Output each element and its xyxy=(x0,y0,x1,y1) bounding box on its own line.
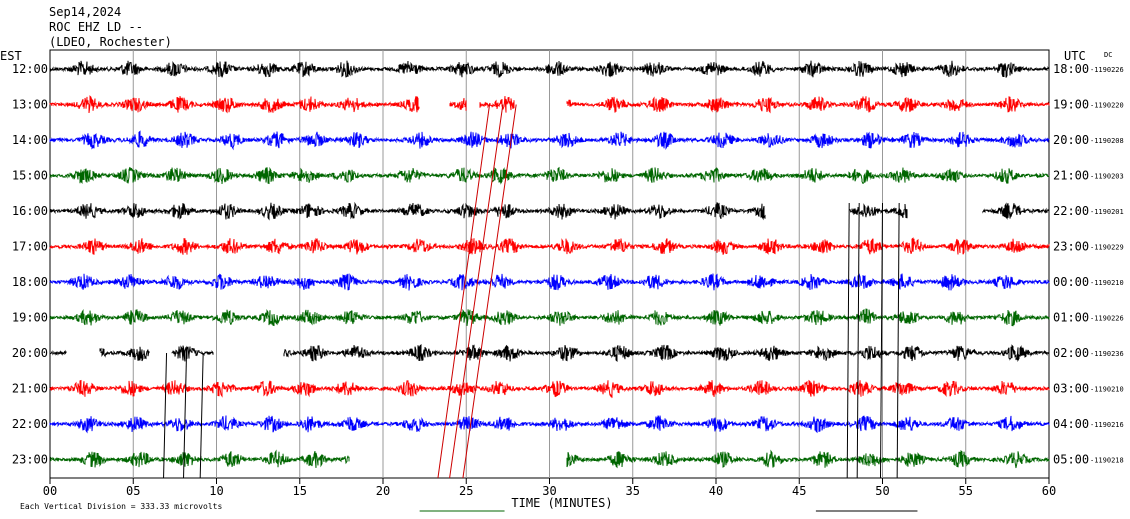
trace-2300 xyxy=(49,449,1050,469)
utc-time-label: 22:00 xyxy=(1053,204,1089,218)
trace-1900 xyxy=(49,308,1050,327)
glitch-line xyxy=(163,352,168,479)
date-label: Sep14,2024 xyxy=(49,5,122,19)
est-time-label: 22:00 xyxy=(12,417,48,431)
est-time-label: 20:00 xyxy=(12,346,48,360)
x-tick-label: 40 xyxy=(709,484,723,498)
left-timezone-label: EST xyxy=(0,49,22,63)
est-time-label: 23:00 xyxy=(12,453,48,467)
glitch-line xyxy=(880,202,883,479)
est-time-label: 14:00 xyxy=(12,133,48,147)
x-tick-label: 30 xyxy=(542,484,556,498)
utc-time-label: 18:00 xyxy=(1053,62,1089,76)
x-tick-label: 35 xyxy=(626,484,640,498)
glitch-line xyxy=(183,352,188,479)
glitch-line xyxy=(462,104,517,479)
trace-1300 xyxy=(49,95,1050,114)
glitch-line xyxy=(199,352,204,479)
est-time-label: 16:00 xyxy=(12,204,48,218)
station-label: ROC EHZ LD -- xyxy=(49,20,143,34)
glitch-line xyxy=(449,104,504,479)
est-time-label: 17:00 xyxy=(12,240,48,254)
utc-time-label: 04:00 xyxy=(1053,417,1089,431)
utc-time-label: 00:00 xyxy=(1053,275,1089,289)
dc-offset-label: -1190216 xyxy=(1090,421,1124,429)
utc-time-label: 05:00 xyxy=(1053,453,1089,467)
utc-time-label: 03:00 xyxy=(1053,382,1089,396)
glitch-line xyxy=(437,104,491,479)
trace-2100 xyxy=(49,379,1050,399)
est-time-label: 18:00 xyxy=(12,275,48,289)
trace-2200 xyxy=(49,415,1050,434)
trace-1200 xyxy=(49,60,1050,78)
scale-note: Each Vertical Division = 333.33 microvol… xyxy=(20,502,222,511)
dc-label: DC xyxy=(1104,51,1112,59)
x-tick-label: 55 xyxy=(959,484,973,498)
est-time-label: 12:00 xyxy=(12,62,48,76)
dc-offset-label: -1190210 xyxy=(1090,386,1124,394)
network-label: (LDEO, Rochester) xyxy=(49,35,172,49)
dc-offset-label: -1190236 xyxy=(1090,350,1124,358)
glitch-line xyxy=(856,202,860,479)
x-tick-label: 60 xyxy=(1042,484,1056,498)
x-axis-label: TIME (MINUTES) xyxy=(511,496,612,510)
trace-1500 xyxy=(49,166,1050,185)
dc-offset-label: -1190220 xyxy=(1090,102,1124,110)
dc-offset-label: -1190210 xyxy=(1090,279,1124,287)
est-time-label: 15:00 xyxy=(12,169,48,183)
utc-time-label: 23:00 xyxy=(1053,240,1089,254)
glitch-line xyxy=(896,202,900,479)
trace-2000 xyxy=(49,344,1050,363)
utc-time-label: 01:00 xyxy=(1053,311,1089,325)
x-tick-label: 50 xyxy=(875,484,889,498)
right-timezone-label: UTC xyxy=(1064,49,1086,63)
dc-offset-label: -1190226 xyxy=(1090,66,1124,74)
dc-offset-label: -1190203 xyxy=(1090,173,1124,181)
x-tick-label: 05 xyxy=(126,484,140,498)
utc-time-label: 21:00 xyxy=(1053,169,1089,183)
utc-time-label: 02:00 xyxy=(1053,346,1089,360)
dc-offset-label: -1190229 xyxy=(1090,244,1124,252)
utc-time-label: 19:00 xyxy=(1053,98,1089,112)
dc-offset-label: -1190208 xyxy=(1090,137,1124,145)
dc-offset-label: -1190218 xyxy=(1090,457,1124,465)
x-tick-label: 45 xyxy=(792,484,806,498)
trace-1400 xyxy=(49,130,1050,151)
dc-offset-label: -1190201 xyxy=(1090,208,1124,216)
x-tick-label: 15 xyxy=(293,484,307,498)
x-tick-label: 25 xyxy=(459,484,473,498)
dc-offset-label: -1190226 xyxy=(1090,315,1124,323)
est-time-label: 19:00 xyxy=(12,311,48,325)
x-tick-label: 20 xyxy=(376,484,390,498)
est-time-label: 21:00 xyxy=(12,382,48,396)
utc-time-label: 20:00 xyxy=(1053,133,1089,147)
x-tick-label: 10 xyxy=(209,484,223,498)
x-tick-label: 00 xyxy=(43,484,57,498)
glitch-line xyxy=(846,202,850,479)
est-time-label: 13:00 xyxy=(12,98,48,112)
